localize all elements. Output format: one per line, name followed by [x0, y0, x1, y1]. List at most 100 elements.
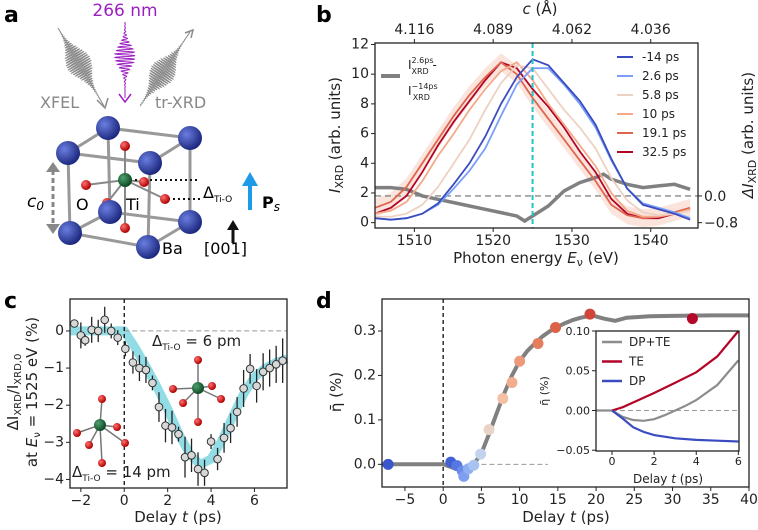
x-tick-label: 30 — [664, 492, 682, 508]
x-tick-label: 5 — [477, 492, 486, 508]
barium-atom — [178, 210, 202, 234]
y-tick-label: 8 — [360, 96, 369, 112]
cell-edge — [69, 231, 149, 249]
oxygen-atom — [120, 223, 130, 233]
y-tick-label: −0.05 — [556, 444, 590, 457]
inset-legend-label: DP+TE — [629, 335, 670, 349]
legend-label: 5.8 ps — [642, 88, 679, 102]
tr-xrd-arrow-icon — [184, 28, 195, 39]
xfel-label: XFEL — [40, 93, 79, 112]
oxygen-atom — [113, 423, 121, 431]
x-tick-label: 1530 — [554, 233, 590, 249]
pump-arrow-icon — [118, 93, 132, 104]
oxygen-atom — [217, 395, 225, 403]
data-point — [174, 429, 183, 439]
x-tick-label: 20 — [587, 492, 605, 508]
barium-atom — [56, 141, 80, 165]
data-point — [70, 319, 79, 328]
barium-atom — [98, 200, 122, 224]
inset-y-axis-label: η̄ (%) — [538, 376, 551, 406]
oxygen-atom — [73, 429, 81, 437]
lattice-constant-label: c0 — [27, 192, 44, 213]
octahedron-icon — [73, 395, 129, 467]
y-tick-label: 0.05 — [566, 365, 591, 378]
bond — [99, 424, 103, 464]
barium-atom — [178, 126, 202, 150]
oxygen-atom — [169, 385, 177, 393]
data-point — [206, 437, 216, 446]
data-point — [128, 358, 138, 367]
data-point — [245, 364, 255, 374]
x-tick-label: 4 — [693, 455, 700, 468]
data-point — [686, 313, 698, 325]
x-tick-label: −2 — [71, 493, 92, 509]
oxygen-atom — [121, 439, 129, 447]
plot-frame — [381, 298, 750, 488]
data-point — [468, 459, 480, 471]
x-tick-label: 15 — [549, 492, 567, 508]
annotation-value: = 6 pm — [181, 332, 242, 350]
data-point — [278, 356, 287, 365]
top-tick-label: 4.089 — [473, 22, 513, 38]
data-point — [226, 423, 235, 433]
oxygen-atom — [194, 356, 202, 364]
direction-label: [001] — [204, 239, 247, 258]
barium-label: Ba — [162, 239, 183, 258]
data-point — [148, 378, 157, 388]
y-tick-label: 0.10 — [566, 325, 591, 338]
annotation-delta: Δ — [72, 463, 83, 481]
y-tick-label: 0.00 — [566, 404, 591, 417]
x-tick-label: 25 — [625, 492, 643, 508]
arrow-down-icon — [46, 224, 60, 234]
octahedron-icon — [169, 356, 225, 426]
polarization-label: Ps — [262, 193, 280, 214]
cell-edge — [66, 152, 72, 234]
data-point — [271, 360, 281, 369]
data-point — [252, 381, 261, 391]
data-point — [213, 454, 222, 464]
wave-packet — [113, 22, 136, 98]
y-tick-label: 0.2 — [354, 367, 376, 383]
oxygen-atom — [98, 459, 106, 467]
wave-packet — [57, 27, 105, 107]
series-line-10ps — [375, 61, 691, 218]
data-point — [584, 308, 596, 320]
oxygen-atom — [179, 399, 187, 407]
data-point — [239, 384, 248, 393]
y-axis-label-line2: at Eν = 1525 eV (%) — [23, 317, 43, 467]
plot-frame — [69, 298, 288, 489]
annotation-sub: Ti-O — [81, 474, 100, 484]
tr-xrd-label: tr-XRD — [155, 93, 206, 112]
series-line-19.1ps — [375, 61, 691, 220]
panel-label-c: c — [4, 289, 17, 314]
x-axis-label: Delay t (ps) — [134, 508, 222, 526]
inset-line-DP — [611, 409, 739, 443]
data-point — [475, 448, 487, 460]
data-point — [121, 344, 130, 354]
annotation-sub: Ti-O — [161, 343, 180, 353]
y-tick-label: 2 — [360, 185, 369, 201]
data-point — [113, 333, 123, 342]
top-tick-label: 4.116 — [394, 22, 434, 38]
y-tick-label: 4 — [360, 155, 369, 171]
x-tick-label: 10 — [511, 492, 529, 508]
y-tick-label: −2 — [43, 397, 64, 413]
cell-edge — [107, 126, 191, 140]
wave-packet — [139, 31, 191, 107]
inset-legend-label: DP — [629, 374, 645, 388]
titanium-atom — [118, 173, 132, 187]
x-tick-label: 4 — [207, 493, 216, 509]
oxygen-atom — [194, 418, 202, 426]
annotation-delta: Δ — [152, 332, 163, 350]
y-axis-label: η̄ (%) — [327, 372, 345, 412]
barium-atom — [138, 151, 162, 175]
x-tick-label: 0 — [439, 492, 448, 508]
data-point — [200, 468, 209, 478]
difference-legend-term1: I2.6ps XRD - — [408, 56, 437, 76]
data-point — [258, 367, 268, 377]
polarization-arrow-icon — [242, 172, 258, 186]
x-axis-label: Photon energy Eν (eV) — [453, 249, 619, 269]
oxygen-label: O — [76, 195, 89, 214]
titanium-label: Ti — [125, 195, 140, 214]
y-tick-label: −3 — [43, 434, 64, 450]
